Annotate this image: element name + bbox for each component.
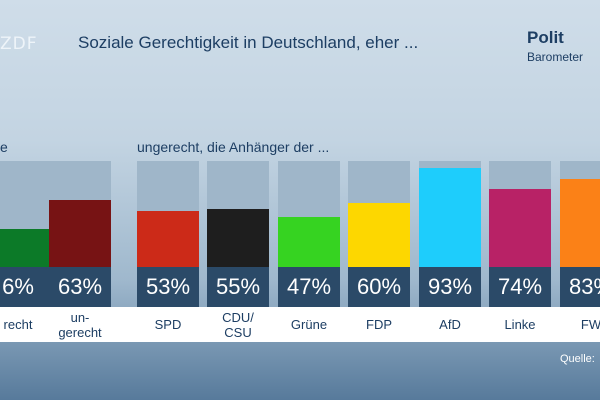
bar [137, 210, 199, 267]
bar [207, 208, 269, 267]
category-label: Linke [504, 317, 536, 332]
group-label-parties: ungerecht, die Anhänger der ... [137, 139, 330, 155]
category-label: un- gerecht [58, 309, 102, 340]
value-label: 47% [278, 267, 340, 307]
label-band [0, 307, 600, 342]
politbarometer-logo: Polit Barometer [515, 28, 600, 74]
value-label: 53% [137, 267, 199, 307]
bar-track [137, 161, 199, 267]
bar [49, 200, 111, 267]
category-label: CDU/ CSU [222, 309, 254, 340]
bar-track [0, 161, 49, 267]
politbarometer-logo-line1: Polit [527, 28, 564, 47]
politbarometer-logo-line2: Barometer [527, 50, 584, 64]
bar-track [560, 161, 600, 267]
category-label: Grüne [290, 317, 328, 332]
category-label: FDP [366, 317, 392, 332]
bar [489, 188, 551, 267]
value-label: 83% [560, 267, 600, 307]
bar [278, 217, 340, 267]
category-label: SPD [154, 317, 182, 332]
bar [0, 228, 49, 267]
value-label: 63% [49, 267, 111, 307]
bar [560, 179, 600, 267]
value-label: 55% [207, 267, 269, 307]
category-label: AfD [439, 317, 461, 332]
bar-track [489, 161, 551, 267]
bar-track [207, 161, 269, 267]
bar [348, 203, 410, 267]
bar-track [419, 161, 481, 267]
group-label-left: e [0, 139, 8, 155]
value-label: 6% [0, 267, 49, 307]
chart-title: Soziale Gerechtigkeit in Deutschland, eh… [78, 33, 419, 52]
zdf-logo: ZDF [0, 34, 38, 54]
value-label: 93% [419, 267, 481, 307]
value-label: 60% [348, 267, 410, 307]
bar-track [278, 161, 340, 267]
bar-track [49, 161, 111, 267]
category-label: FW [580, 317, 600, 332]
bar [419, 168, 481, 267]
category-label: recht [3, 317, 33, 332]
source-label: Quelle: [560, 353, 595, 365]
bar-track [348, 161, 410, 267]
value-label: 74% [489, 267, 551, 307]
